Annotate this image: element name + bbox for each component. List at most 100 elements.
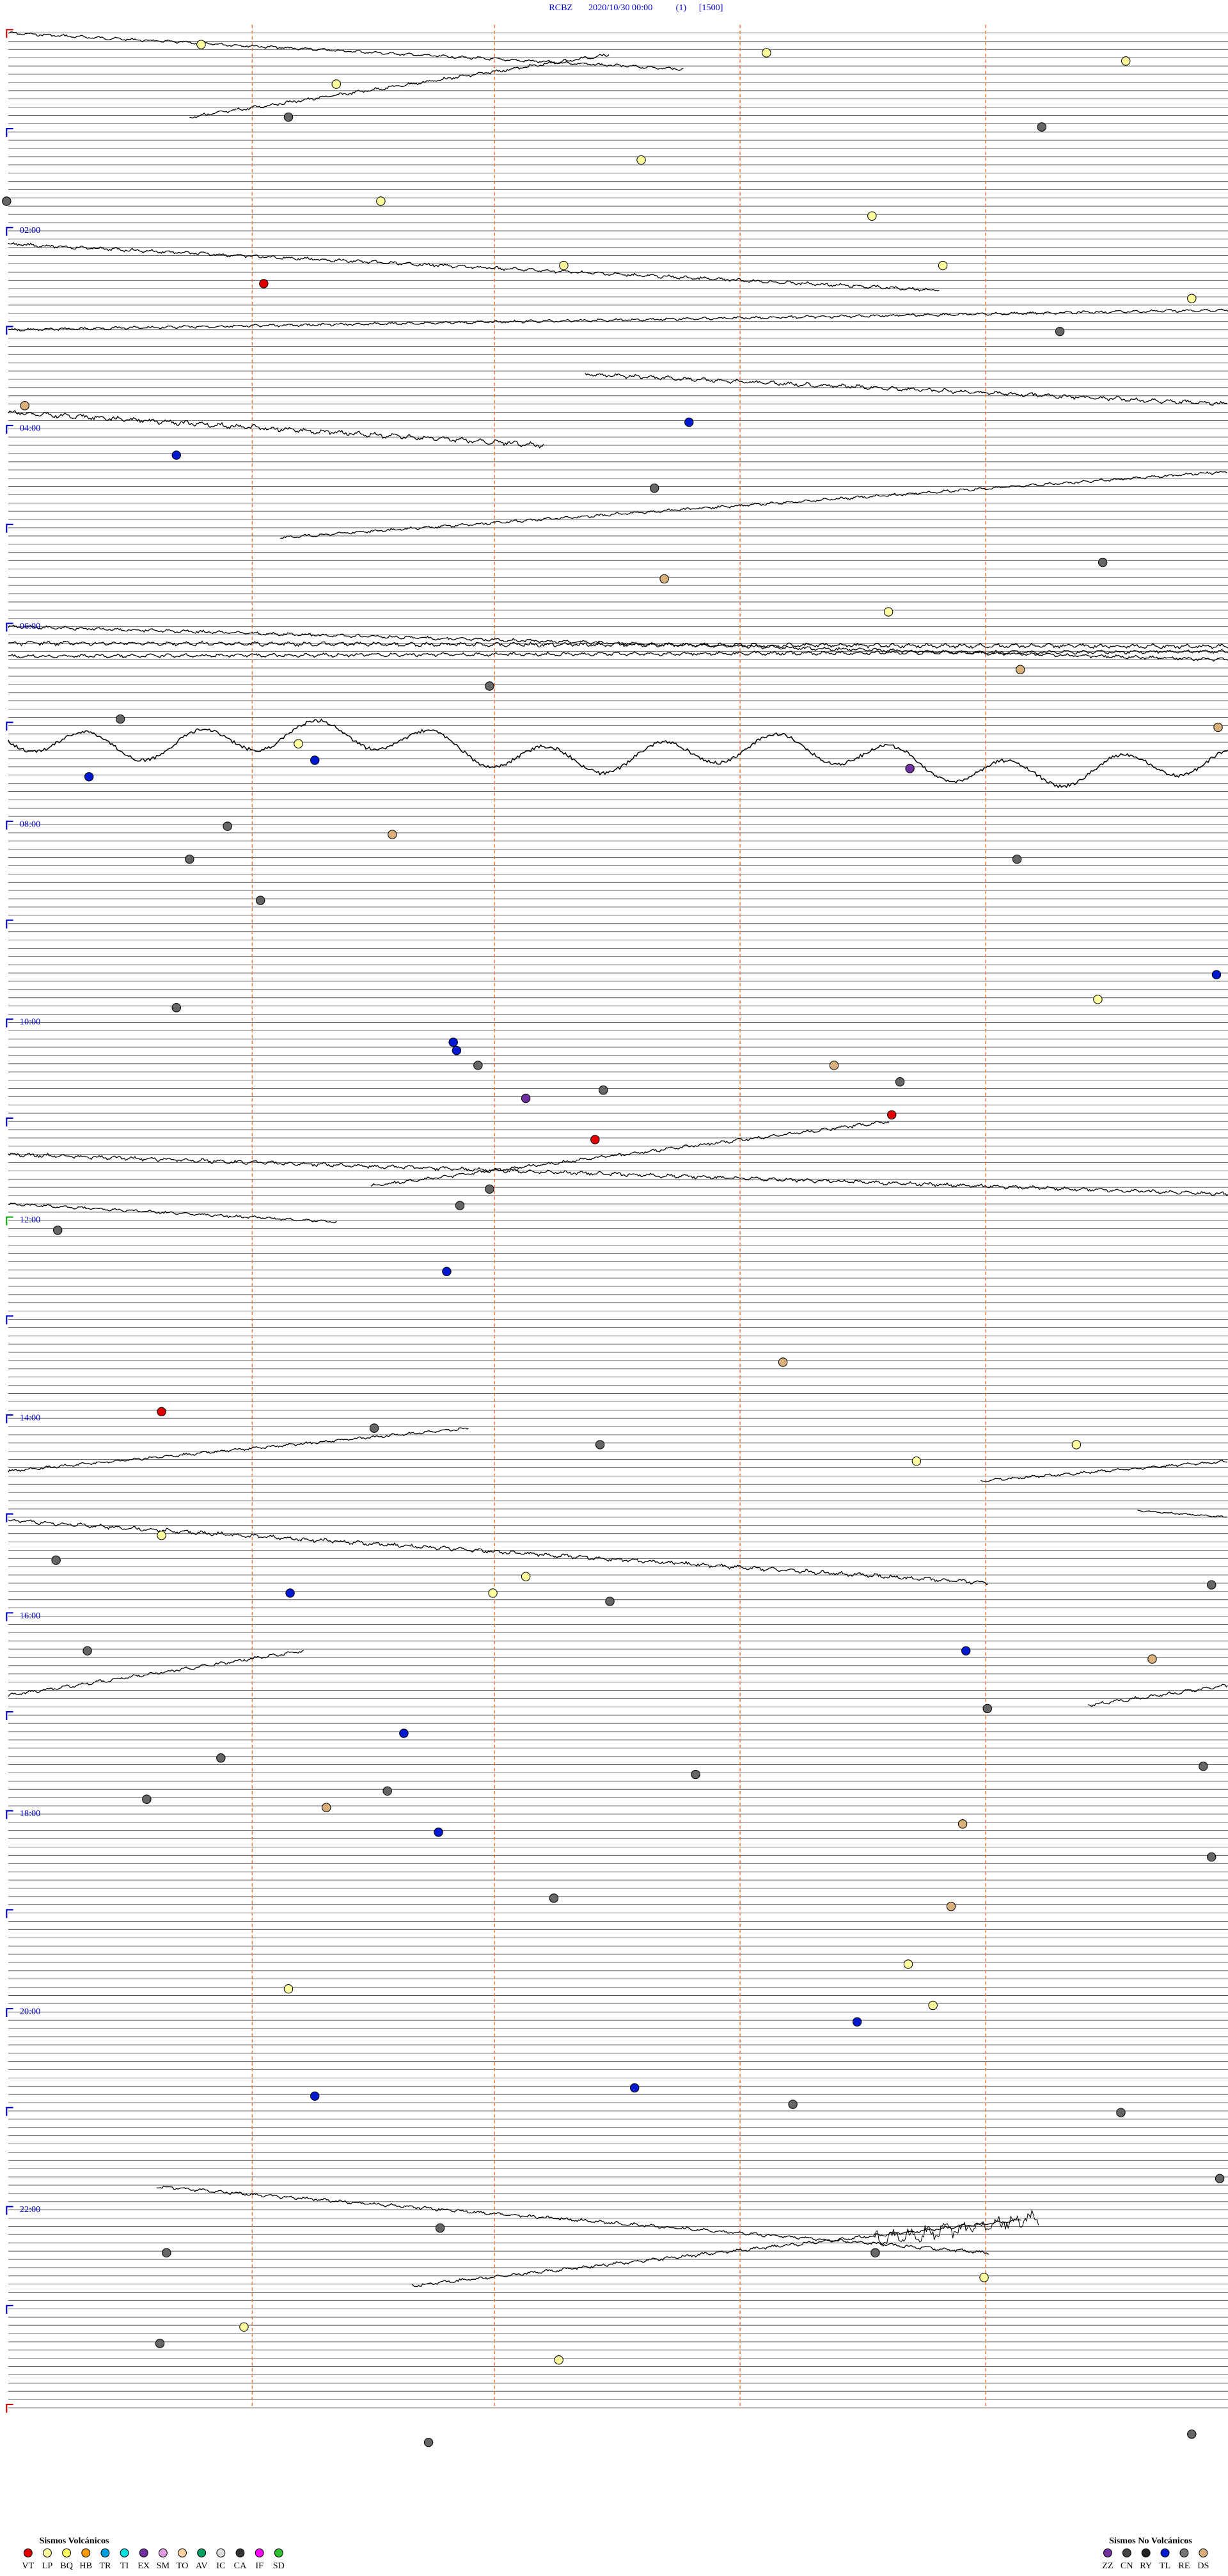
hour-marker bbox=[6, 1117, 13, 1126]
event-marker bbox=[285, 1588, 295, 1598]
waveform bbox=[8, 1427, 469, 1473]
legend-label: AV bbox=[196, 2561, 208, 2571]
hour-marker bbox=[6, 326, 13, 335]
waveform bbox=[1087, 1684, 1228, 1707]
legend-swatch bbox=[197, 2548, 207, 2557]
waveform bbox=[8, 1152, 1228, 1196]
event-marker bbox=[448, 1038, 458, 1047]
legend-label: DS bbox=[1197, 2561, 1209, 2571]
hour-marker bbox=[6, 2008, 13, 2018]
legend-label: EX bbox=[138, 2561, 150, 2571]
hour-marker bbox=[6, 1216, 13, 1226]
time-label: 14:00 bbox=[20, 1412, 40, 1423]
legend-label: TL bbox=[1160, 2561, 1170, 2571]
event-marker bbox=[1211, 970, 1222, 979]
waveform bbox=[1137, 1509, 1227, 1518]
legend-swatch bbox=[216, 2548, 226, 2557]
event-marker bbox=[1213, 722, 1223, 732]
legend-swatch bbox=[235, 2548, 245, 2557]
event-marker bbox=[52, 1226, 63, 1235]
waveform bbox=[8, 31, 684, 71]
hour-marker bbox=[6, 1909, 13, 1918]
waveform bbox=[8, 242, 940, 292]
event-marker bbox=[961, 1646, 971, 1655]
event-marker bbox=[903, 1959, 913, 1969]
event-marker bbox=[1071, 1440, 1082, 1450]
event-marker bbox=[473, 1061, 483, 1070]
event-marker bbox=[322, 1803, 331, 1812]
waveform bbox=[8, 624, 1228, 662]
event-marker bbox=[928, 2000, 938, 2011]
hour-marker bbox=[6, 226, 13, 236]
event-marker bbox=[382, 1786, 392, 1796]
legend-label: LP bbox=[42, 2561, 53, 2571]
hour-marker bbox=[6, 722, 13, 731]
event-marker bbox=[1093, 995, 1103, 1004]
event-marker bbox=[1199, 1761, 1208, 1771]
event-marker bbox=[982, 1703, 992, 1714]
event-marker bbox=[895, 1077, 905, 1087]
waveform bbox=[8, 640, 1228, 650]
event-marker bbox=[84, 772, 94, 782]
event-marker bbox=[162, 2248, 171, 2257]
event-marker bbox=[259, 279, 269, 288]
event-marker bbox=[157, 1407, 166, 1417]
event-marker bbox=[649, 483, 659, 493]
waveform bbox=[8, 718, 1228, 789]
event-marker bbox=[595, 1440, 605, 1450]
legend-swatch bbox=[1122, 2548, 1131, 2557]
event-marker bbox=[185, 854, 194, 864]
event-marker bbox=[554, 2355, 563, 2365]
event-marker bbox=[905, 764, 915, 773]
time-label: 02:00 bbox=[20, 225, 40, 235]
waveform bbox=[156, 2186, 989, 2256]
hour-marker bbox=[6, 2305, 13, 2314]
event-marker bbox=[1016, 665, 1025, 674]
event-marker bbox=[485, 681, 494, 691]
event-marker bbox=[255, 896, 265, 905]
event-marker bbox=[1207, 1580, 1216, 1590]
hour-marker bbox=[6, 1810, 13, 1819]
legend-label: BQ bbox=[60, 2561, 73, 2571]
event-marker bbox=[590, 1135, 600, 1144]
time-label: 06:00 bbox=[20, 621, 40, 631]
event-marker bbox=[870, 2248, 880, 2257]
event-marker bbox=[1116, 2108, 1126, 2117]
event-marker bbox=[1037, 122, 1046, 132]
event-marker bbox=[435, 2223, 445, 2233]
event-marker bbox=[636, 155, 646, 165]
event-marker bbox=[788, 2099, 798, 2109]
event-marker bbox=[684, 417, 694, 427]
waveform bbox=[411, 2218, 1021, 2288]
hour-marker bbox=[6, 1513, 13, 1522]
legend-swatch bbox=[81, 2548, 91, 2557]
event-marker bbox=[157, 1530, 166, 1540]
event-marker bbox=[83, 1646, 92, 1655]
scale: [1500] bbox=[699, 3, 723, 13]
legend-swatch bbox=[1103, 2548, 1112, 2557]
legend-swatch bbox=[23, 2548, 33, 2557]
event-marker bbox=[369, 1423, 379, 1433]
legend-label: RY bbox=[1140, 2561, 1152, 2571]
hour-marker bbox=[6, 523, 13, 533]
hour-marker bbox=[6, 128, 13, 137]
event-marker bbox=[310, 755, 320, 765]
time-label: 20:00 bbox=[20, 2007, 40, 2017]
waveform bbox=[585, 372, 1228, 406]
event-marker bbox=[957, 1819, 968, 1829]
hour-marker bbox=[6, 2206, 13, 2215]
event-marker bbox=[171, 1003, 181, 1013]
event-marker bbox=[171, 450, 181, 460]
hour-marker bbox=[6, 1612, 13, 1622]
legend-swatch bbox=[1141, 2548, 1151, 2557]
event-marker bbox=[294, 739, 303, 748]
hour-marker bbox=[6, 29, 13, 38]
legend-swatch bbox=[139, 2548, 148, 2557]
event-marker bbox=[283, 112, 294, 122]
waveform bbox=[370, 1121, 890, 1187]
legend-swatch bbox=[1160, 2548, 1170, 2557]
event-marker bbox=[762, 48, 771, 58]
event-marker bbox=[1187, 294, 1197, 303]
legend-label: TI bbox=[120, 2561, 129, 2571]
